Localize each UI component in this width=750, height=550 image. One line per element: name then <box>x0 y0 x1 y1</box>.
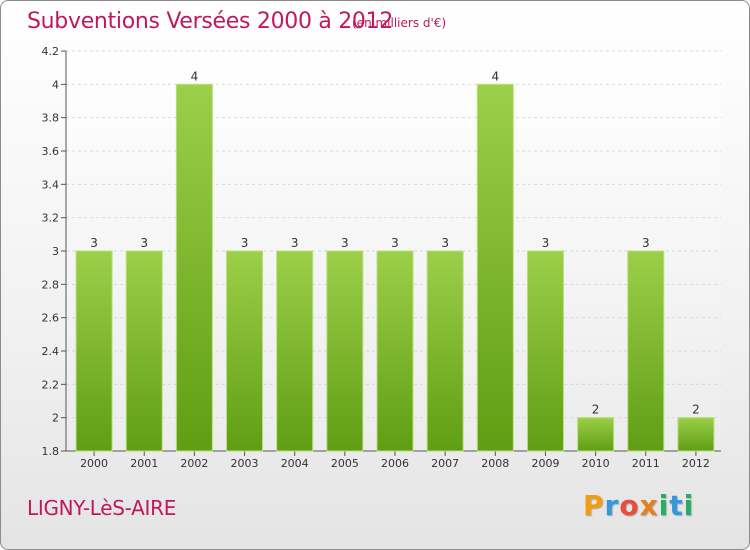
y-tick-label: 3.4 <box>42 178 60 191</box>
y-tick-label: 2.6 <box>42 312 60 325</box>
bar[interactable] <box>125 250 163 452</box>
bar-value-label: 3 <box>291 236 299 250</box>
x-tick-label: 2005 <box>331 457 359 470</box>
bar[interactable] <box>577 417 615 452</box>
x-tick-label: 2000 <box>80 457 108 470</box>
bar[interactable] <box>376 250 414 452</box>
x-tick-label: 2003 <box>231 457 259 470</box>
bar-value-label: 3 <box>140 236 148 250</box>
bar[interactable] <box>75 250 113 452</box>
bar-value-label: 2 <box>592 403 600 417</box>
x-tick-label: 2007 <box>431 457 459 470</box>
x-tick-label: 2006 <box>381 457 409 470</box>
y-tick-label: 3 <box>52 245 59 258</box>
y-tick-label: 3.6 <box>42 145 60 158</box>
bar-value-label: 3 <box>391 236 399 250</box>
y-tick-label: 3.2 <box>42 212 60 225</box>
bar[interactable] <box>476 83 514 452</box>
logo-letter: i <box>683 489 695 522</box>
bar-value-label: 3 <box>441 236 449 250</box>
bar[interactable] <box>677 417 715 452</box>
bar[interactable] <box>326 250 364 452</box>
commune-name: LIGNY-LèS-AIRE <box>27 496 177 520</box>
x-tick-label: 2002 <box>180 457 208 470</box>
bar[interactable] <box>175 83 213 452</box>
y-tick-label: 1.8 <box>42 445 60 458</box>
bar-value-label: 3 <box>542 236 550 250</box>
bar[interactable] <box>526 250 564 452</box>
bar-value-label: 3 <box>642 236 650 250</box>
bar-value-label: 4 <box>491 69 499 83</box>
logo-letter: x <box>639 489 659 522</box>
x-tick-label: 2012 <box>682 457 710 470</box>
x-tick-label: 2009 <box>531 457 559 470</box>
logo-letter: r <box>604 489 620 522</box>
x-tick-label: 2010 <box>582 457 610 470</box>
proxiti-logo[interactable]: Proxiti <box>583 489 694 522</box>
bar[interactable] <box>426 250 464 452</box>
bar-value-label: 3 <box>241 236 249 250</box>
logo-letter: o <box>619 489 640 522</box>
x-tick-label: 2004 <box>281 457 309 470</box>
y-tick-label: 3.8 <box>42 112 60 125</box>
y-tick-label: 2.4 <box>42 345 60 358</box>
bar-value-label: 2 <box>692 403 700 417</box>
y-tick-label: 2.8 <box>42 278 60 291</box>
bar[interactable] <box>627 250 665 452</box>
y-tick-label: 4.2 <box>42 45 60 58</box>
chart-title: Subventions Versées 2000 à 2012 <box>27 9 394 34</box>
y-tick-label: 2.2 <box>42 378 60 391</box>
bar[interactable] <box>226 250 264 452</box>
bar-value-label: 3 <box>90 236 98 250</box>
chart-unit-label: (en milliers d'€) <box>352 16 447 30</box>
bar-value-label: 4 <box>191 69 199 83</box>
x-tick-label: 2011 <box>632 457 660 470</box>
logo-letter: i <box>658 489 670 522</box>
y-tick-label: 2 <box>52 412 59 425</box>
bar-value-label: 3 <box>341 236 349 250</box>
x-tick-label: 2008 <box>481 457 509 470</box>
logo-letter: P <box>583 489 605 522</box>
x-tick-label: 2001 <box>130 457 158 470</box>
logo-letter: t <box>669 489 684 522</box>
bar[interactable] <box>276 250 314 452</box>
y-tick-label: 4 <box>52 78 59 91</box>
